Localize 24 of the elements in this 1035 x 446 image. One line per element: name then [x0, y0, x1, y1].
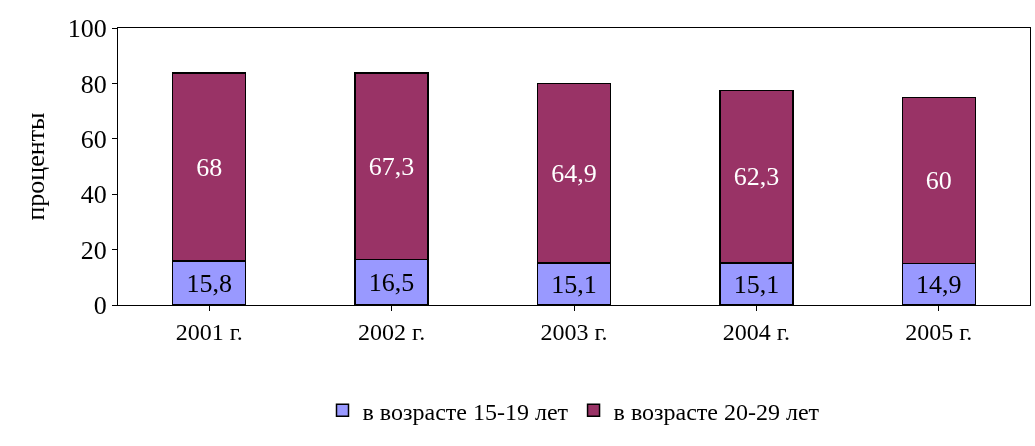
y-axis-title: проценты: [21, 112, 51, 221]
y-tick-label: 20: [80, 235, 107, 265]
x-tick-label: 2001 г.: [175, 318, 243, 345]
y-tick-label: 60: [80, 124, 107, 154]
data-label: 67,3: [368, 151, 415, 181]
legend-label: в возрасте 20-29 лет: [613, 398, 820, 425]
data-label: 14,9: [916, 269, 962, 299]
y-tick-label: 0: [93, 291, 107, 321]
x-tick-label: 2005 г.: [905, 318, 973, 345]
data-label: 60: [925, 166, 952, 196]
y-tick-label: 100: [67, 14, 107, 44]
data-label: 62,3: [733, 162, 780, 192]
data-label: 15,1: [733, 269, 780, 299]
x-tick-label: 2002 г.: [358, 318, 426, 345]
data-label: 16,5: [368, 267, 415, 297]
data-label: 15,8: [186, 268, 232, 298]
data-label: 64,9: [551, 158, 597, 188]
legend-label: в возрасте 15-19 лет: [362, 398, 569, 425]
x-tick-label: 2004 г.: [722, 318, 790, 345]
x-tick-label: 2003 г.: [540, 318, 608, 345]
data-label: 68: [196, 152, 223, 182]
data-label: 15,1: [551, 269, 597, 299]
y-tick-label: 40: [80, 180, 107, 210]
y-tick-label: 80: [80, 69, 107, 99]
